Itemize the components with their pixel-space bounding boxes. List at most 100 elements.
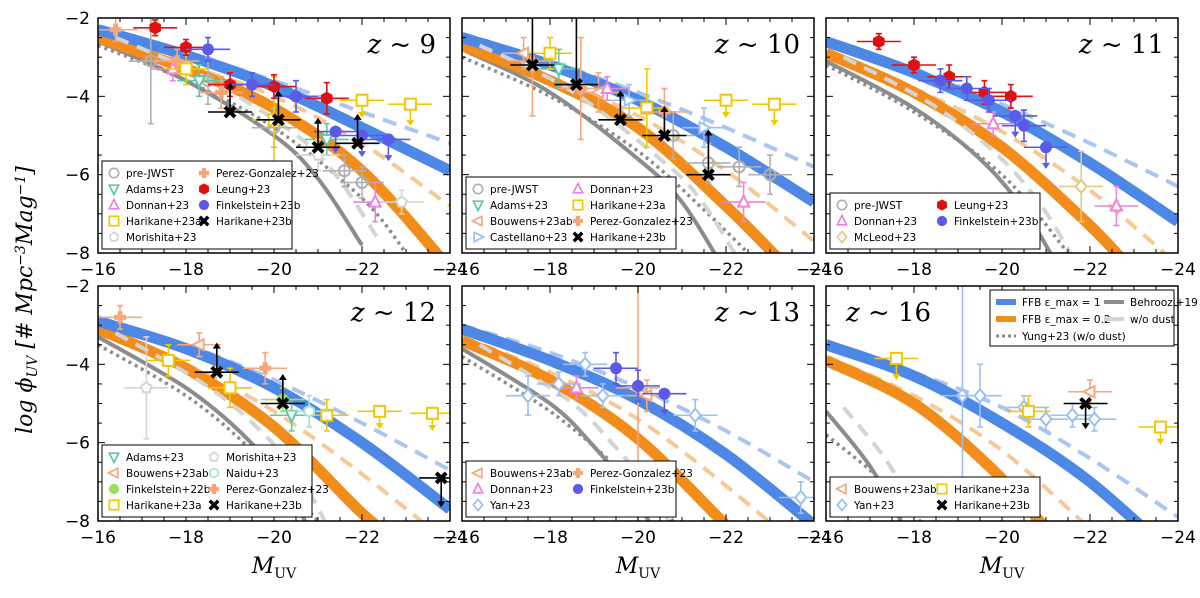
legend-label: Bouwens+23ab xyxy=(126,468,209,480)
data-point-marker xyxy=(525,58,539,72)
upper-limit-arrow xyxy=(358,151,366,158)
data-point-marker xyxy=(1021,404,1035,418)
data-point xyxy=(686,129,731,182)
legend-label: Morishita+23 xyxy=(126,232,196,244)
legend-item: Finkelstein+23b xyxy=(936,215,1039,228)
data-point xyxy=(536,48,581,90)
legend-item: Donnan+23 xyxy=(471,481,553,496)
redshift-label: z ~ 11 xyxy=(1078,30,1164,60)
legend-marker xyxy=(835,213,849,226)
legend-label: Harikane+23b xyxy=(216,216,292,228)
legend: Bouwens+23ab Donnan+23 Yan+23 Perez-Gonzale… xyxy=(465,460,693,518)
data-point-marker xyxy=(208,483,220,495)
panels-container: −16 −18 −20 −22 −24 −2 −4 −6 −8 z ~ 9 pre-JWST Adam… xyxy=(65,9,1198,582)
redshift-label-part: ~ 9 xyxy=(381,30,436,60)
legend-marker xyxy=(198,199,210,211)
data-point-marker xyxy=(889,351,903,365)
data-point xyxy=(419,471,450,508)
data-point-marker xyxy=(1079,397,1093,410)
legend-item: Morishita+23 xyxy=(208,451,296,464)
legend-marker xyxy=(572,215,584,227)
model-legend-item: FFB ε_max = 1 xyxy=(996,297,1101,309)
series-perez-gonzalez-23 xyxy=(98,18,244,109)
y-axis-ticks xyxy=(826,17,1178,254)
model-legend: FFB ε_max = 1 FFB ε_max = 0.2 Yung+23 (w/o… xyxy=(989,289,1198,347)
data-point xyxy=(366,133,411,162)
data-point-marker xyxy=(209,467,219,479)
redshift-label-part: ~ 16 xyxy=(860,298,931,328)
data-point-marker xyxy=(223,381,237,395)
data-point-marker xyxy=(108,499,120,511)
x-tick-label: −18 xyxy=(168,528,204,548)
legend-item: Morishita+23 xyxy=(108,231,196,244)
series-donnan-23 xyxy=(585,75,766,223)
redshift-label: z ~ 12 xyxy=(350,298,436,328)
data-point-marker xyxy=(600,79,615,94)
x-tick-label: −20 xyxy=(984,260,1020,280)
data-point xyxy=(510,18,555,72)
legend-marker xyxy=(472,498,484,512)
data-point xyxy=(1063,397,1108,430)
x-tick-label: −20 xyxy=(984,528,1020,548)
data-point-marker xyxy=(382,133,395,146)
y-axis-label: log ϕUV [# Mpc−3Mag−1] xyxy=(13,166,41,434)
series-harikane-23b xyxy=(1063,397,1108,430)
data-point-marker xyxy=(198,215,210,227)
legend-item: Naidu+23 xyxy=(209,467,279,480)
data-point xyxy=(856,32,901,51)
data-point-marker xyxy=(657,129,671,142)
data-point-marker xyxy=(259,362,272,375)
lower-limit-arrow xyxy=(660,106,669,112)
legend-marker xyxy=(198,167,210,179)
x-tick-label: −16 xyxy=(808,528,844,548)
data-point xyxy=(616,369,660,403)
data-point-marker xyxy=(937,199,947,211)
x-axis-ticks: −16 −18 −20 −22 −24 xyxy=(808,18,1196,280)
upper-limit-arrow xyxy=(331,147,340,154)
x-tick-label: −24 xyxy=(1160,528,1196,548)
data-point xyxy=(874,351,919,381)
series-adams-23 xyxy=(536,48,581,90)
model-legend-label: w/o dust xyxy=(1130,314,1175,326)
legend-item: Finkelstein+23b xyxy=(198,199,301,212)
legend-item: pre-JWST xyxy=(836,199,903,212)
legend-marker xyxy=(107,452,121,465)
data-point-marker xyxy=(368,193,383,208)
panel-1: −16 −18 −20 −22 −24 −2 −4 −6 −8 z ~ 9 pre-JWST Adam… xyxy=(65,9,468,280)
x-axis-label-part: UV xyxy=(1002,566,1025,582)
data-point-marker xyxy=(934,74,947,87)
legend-label: Adams+23 xyxy=(126,452,184,464)
legend-label: Bouwens+23ab xyxy=(490,216,573,228)
data-point-marker xyxy=(701,168,715,182)
redshift-label-part: ~ 13 xyxy=(729,298,800,328)
data-point xyxy=(624,68,669,149)
curve-ffb02_nodust xyxy=(98,327,425,521)
data-point xyxy=(585,75,630,102)
upper-limit-arrow xyxy=(1011,131,1020,138)
series-bouwens-23ab xyxy=(177,332,222,358)
data-point xyxy=(563,351,608,377)
curve-ffb02_nodust xyxy=(462,43,814,243)
data-point-marker xyxy=(936,215,948,227)
data-point-marker xyxy=(271,113,285,127)
data-point xyxy=(133,19,178,37)
y-axis-label-part: ] xyxy=(13,166,38,176)
x-tick-label: −18 xyxy=(896,260,932,280)
curve-ffb1_nodust xyxy=(98,315,450,472)
x-tick-label: −18 xyxy=(168,260,204,280)
y-axis-label-part: log ϕ xyxy=(13,378,38,434)
series-leung-23 xyxy=(856,32,1033,109)
legend: pre-JWST Adams+23 Donnan+23 Harikane+23a Mor… xyxy=(101,160,319,250)
x-tick-label: −22 xyxy=(344,260,380,280)
legend-marker xyxy=(836,199,848,211)
data-point-marker xyxy=(793,489,808,506)
redshift-label: z ~ 13 xyxy=(714,298,800,328)
data-point-marker xyxy=(1009,109,1022,122)
plot-area xyxy=(98,18,450,253)
legend-marker xyxy=(936,483,948,495)
data-point xyxy=(98,304,142,330)
legend-label: Leung+23 xyxy=(954,200,1008,212)
x-axis-ticks: −16 −18 −20 −22 −24 xyxy=(808,286,1196,548)
legend-label: Harikane+23a xyxy=(954,484,1030,496)
plot-area xyxy=(826,32,1178,253)
